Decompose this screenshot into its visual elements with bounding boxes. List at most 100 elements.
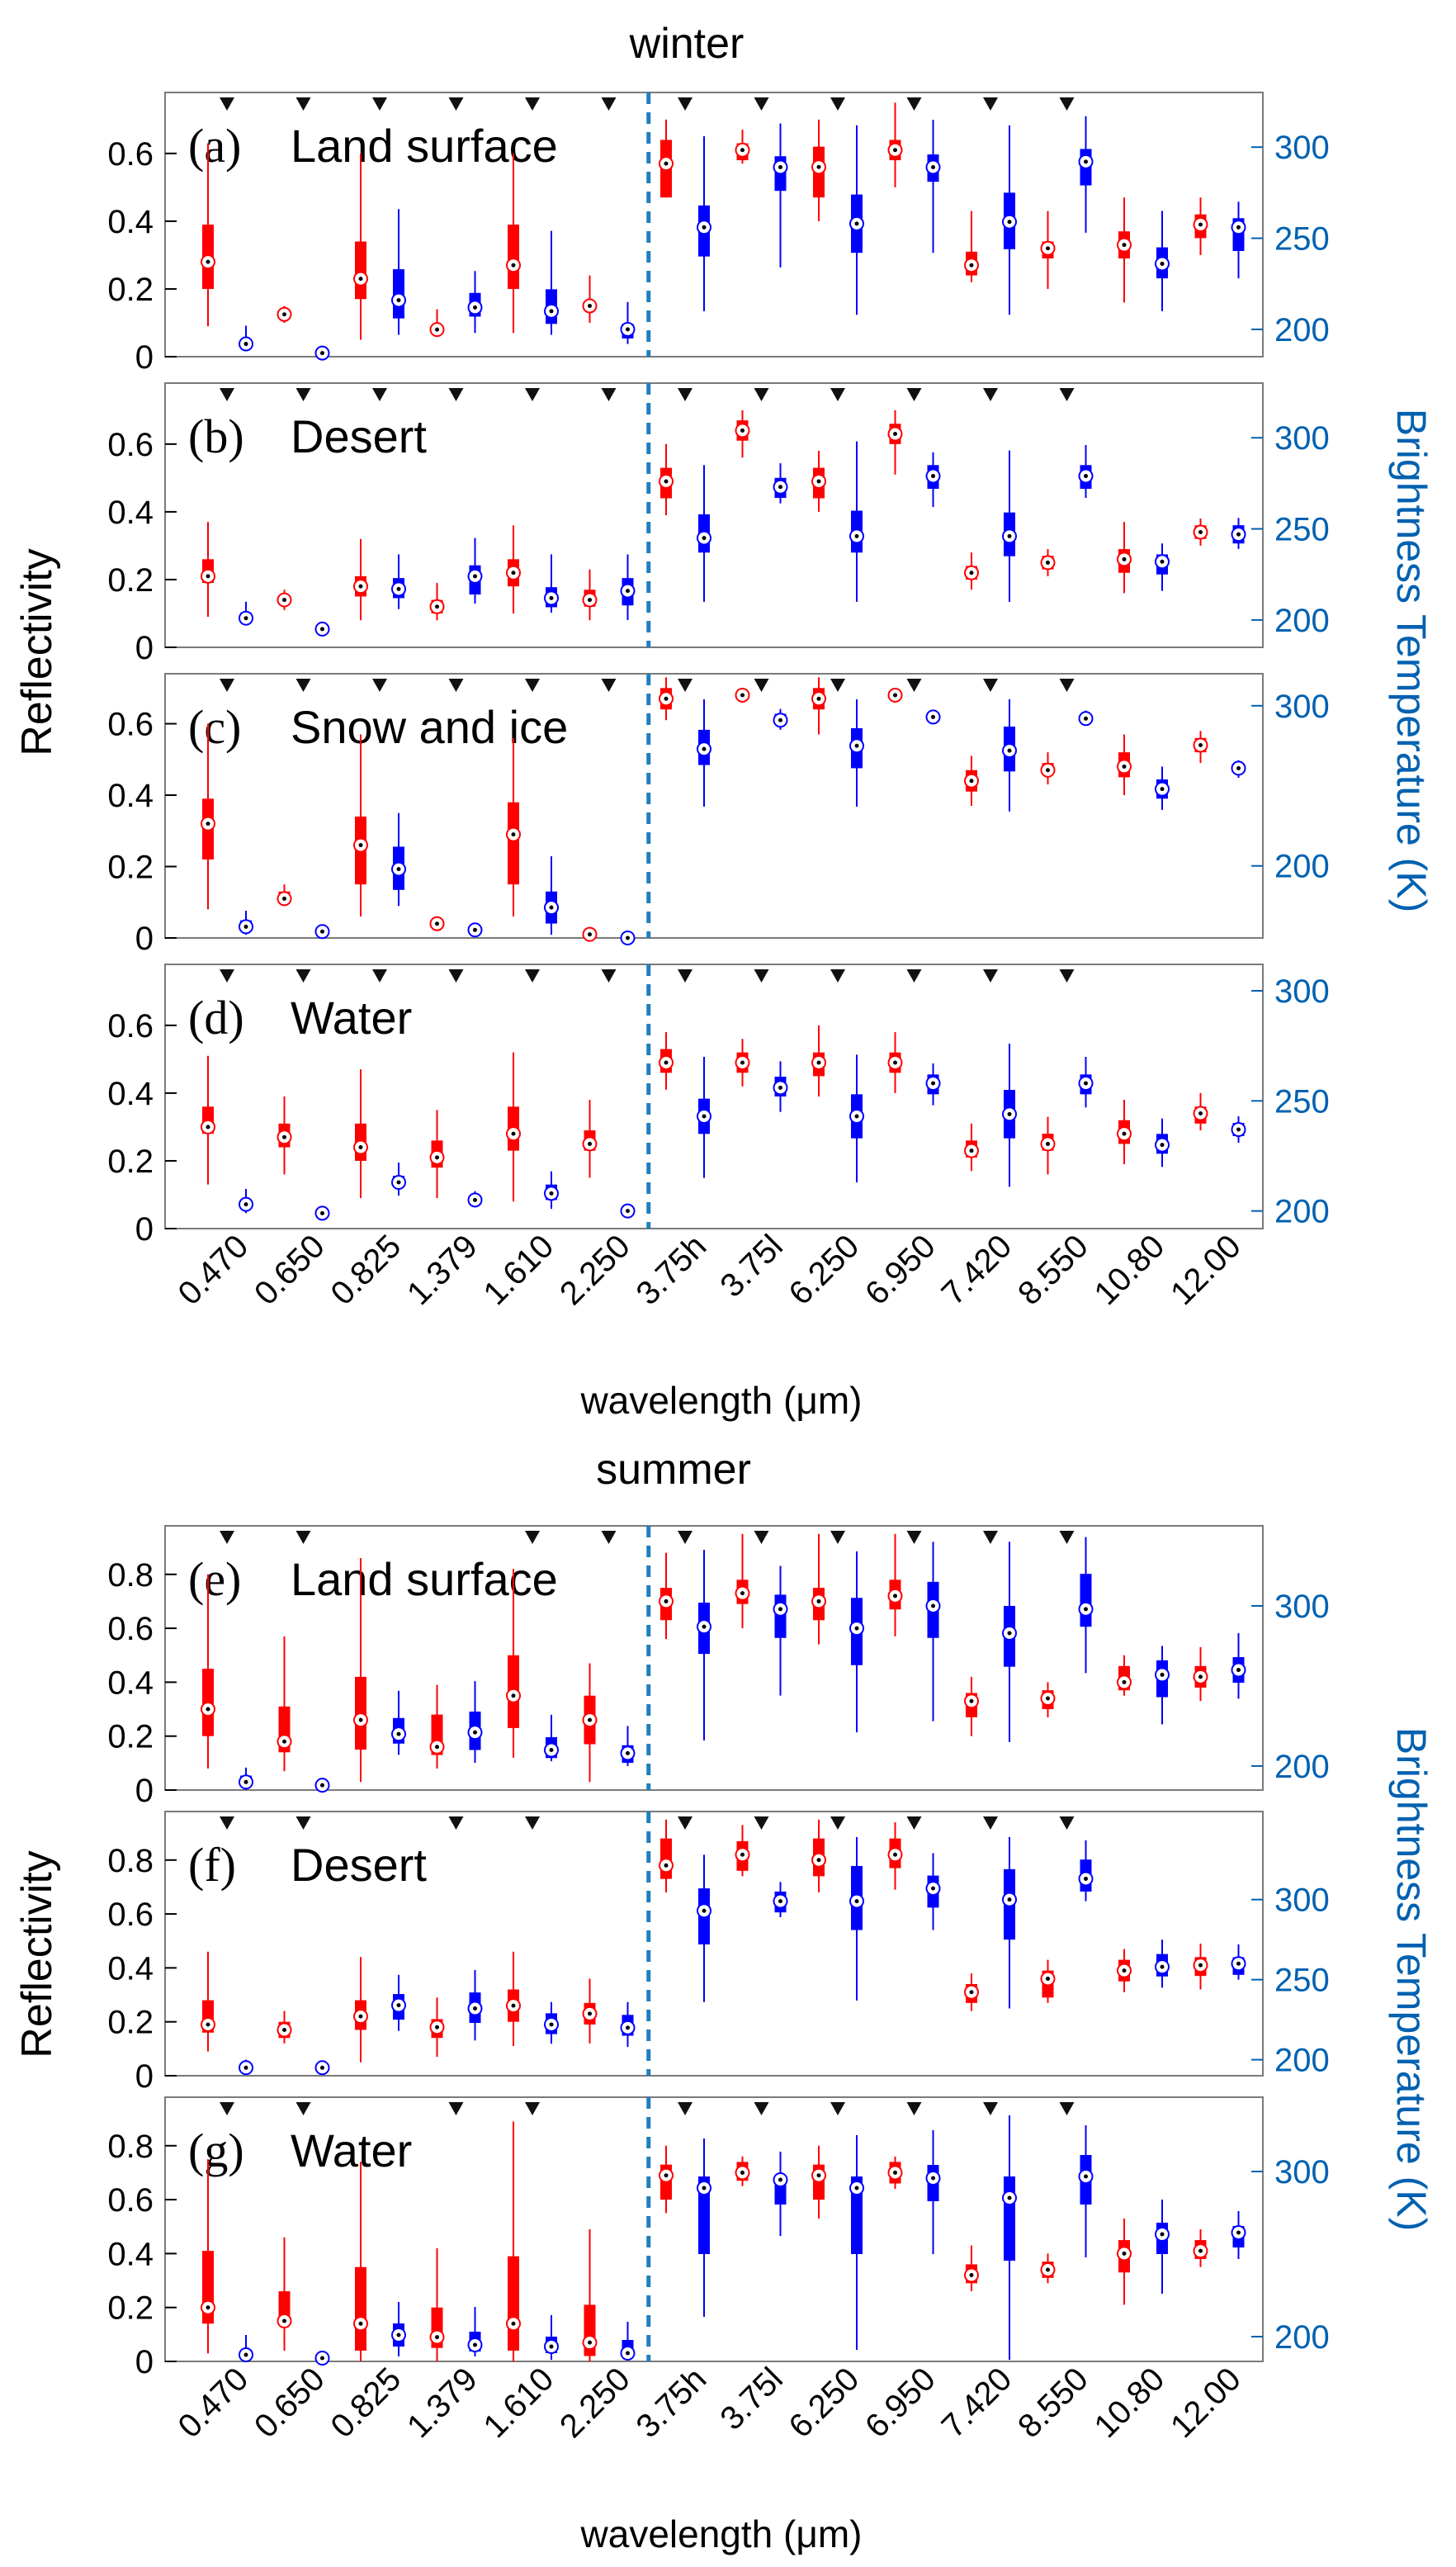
ch1-p0-bt-median-dot xyxy=(778,1607,782,1612)
ch0-p3-arrow-marker xyxy=(372,969,387,983)
ch0-p3-frame xyxy=(164,964,1264,1229)
ch1-p1-bt-median-dot xyxy=(626,2025,630,2030)
ch1-p1-bt-median-dot xyxy=(778,1899,782,1904)
ch0-p1-arrow-marker xyxy=(525,388,540,401)
winter-ylabel-right: Brightness Temperature (K) xyxy=(1388,409,1435,912)
ch1-p2-bt-box xyxy=(698,2176,710,2254)
ch0-p0-arrow-marker xyxy=(295,97,311,111)
ch0-p3-label: (d) xyxy=(188,991,244,1044)
ch1-p1-refl-median-dot xyxy=(1198,1963,1203,1968)
ch1-p0-arrow-marker xyxy=(754,1531,769,1544)
ch1-p1-bt-median-dot xyxy=(320,2065,324,2070)
ch0-p1-ytick-left-label: 0.4 xyxy=(107,495,154,531)
ch0-p2-bt-median-dot xyxy=(320,929,324,934)
ch0-p3-arrow-marker xyxy=(1059,969,1075,983)
ch0-p0-ytick-left-label: 0.2 xyxy=(107,272,154,308)
ch1-p2-bt-median-dot xyxy=(1007,2195,1012,2200)
ch1-p0-refl-median-dot xyxy=(816,1598,821,1603)
ch0-p2-refl-median-dot xyxy=(282,896,286,901)
ch1-p1-refl-median-dot xyxy=(893,1852,897,1857)
ch0-p0-bt-median-dot xyxy=(549,309,554,314)
ch1-p0-refl-median-dot xyxy=(969,1698,974,1703)
ch0-p3-name: Water xyxy=(291,992,412,1044)
ch0-p2-bt-median-dot xyxy=(1007,748,1012,753)
ch1-p1-ytick-right-label: 300 xyxy=(1274,1883,1330,1919)
ch1-p1-refl-median-dot xyxy=(206,2022,210,2027)
ch1-p0-refl-median-dot xyxy=(893,1594,897,1598)
ch1-p0-refl-median-dot xyxy=(740,1591,745,1596)
ch0-p0-refl-median-dot xyxy=(816,164,821,169)
ch0-p3-arrow-marker xyxy=(983,969,998,983)
ch0-p0-ytick-left-label: 0 xyxy=(135,339,154,376)
ch1-p2-bt-median-dot xyxy=(243,2352,248,2357)
ch0-p1-arrow-marker xyxy=(830,388,845,401)
ch0-p3-refl-median-dot xyxy=(664,1060,669,1065)
ch1-p0-bt-median-dot xyxy=(320,1783,324,1788)
ch1-p0-arrow-marker xyxy=(906,1531,922,1544)
ch1-p0-bt-median-dot xyxy=(702,1624,707,1629)
ch0-p3-refl-median-dot xyxy=(1046,1141,1050,1146)
winter-xlabel: wavelength (μm) xyxy=(580,1379,863,1422)
ch0-p2-arrow-marker xyxy=(601,679,617,692)
ch0-p0-arrow-marker xyxy=(448,97,464,111)
ch0-p0-arrow-marker xyxy=(678,97,693,111)
ch1-p0-bt-median-dot xyxy=(549,1748,554,1753)
ch0-p2-refl-median-dot xyxy=(664,696,669,701)
ch1-p1-arrow-marker xyxy=(906,1816,922,1830)
ch1-p2-arrow-marker xyxy=(754,2102,769,2115)
ch0-p2-refl-median-dot xyxy=(1046,768,1050,773)
ch0-p3-refl-median-dot xyxy=(816,1060,821,1065)
ch1-p2-ytick-left-label: 0 xyxy=(135,2344,154,2380)
ch1-p1-bt-median-dot xyxy=(243,2065,248,2070)
summer-ylabel-left: Reflectivity xyxy=(13,1850,61,2058)
ch0-p1-refl-median-dot xyxy=(511,571,516,575)
ch0-p3-refl-median-dot xyxy=(206,1125,210,1130)
ch0-p0-bt-median-dot xyxy=(320,351,324,356)
ch0-p2-ytick-left-label: 0.2 xyxy=(107,850,154,886)
ch0-p0-refl-median-dot xyxy=(1198,222,1203,227)
ch0-p0-refl-median-dot xyxy=(1046,246,1050,251)
ch0-p3-bt-median-dot xyxy=(1236,1127,1241,1132)
ch0-p2-refl-median-dot xyxy=(435,921,439,926)
ch0-p2-ytick-left-label: 0.6 xyxy=(107,707,154,743)
ch0-p2-bt-median-dot xyxy=(1236,765,1241,770)
ch1-p2-refl-median-dot xyxy=(282,2318,286,2323)
ch1-p1-arrow-marker xyxy=(983,1816,998,1830)
ch0-p0-bt-median-dot xyxy=(396,298,401,303)
ch1-p2-arrow-marker xyxy=(525,2102,540,2115)
ch0-p0-refl-median-dot xyxy=(588,303,592,308)
ch1-p0-ytick-left-label: 0.4 xyxy=(107,1665,154,1701)
ch0-p0-bt-median-dot xyxy=(1236,225,1241,230)
summer-chart-group: 0 0.2 0.4 0.6 0.8 200 300 (e) Land surface 0 0.2 0.… xyxy=(107,1525,1330,2445)
ch0-p1-ytick-right-label: 200 xyxy=(1274,603,1330,639)
ch0-p3-refl-median-dot xyxy=(740,1060,745,1065)
ch1-p0-refl-median-dot xyxy=(358,1717,363,1722)
ch0-p3-bt-median-dot xyxy=(626,1209,630,1214)
ch0-p1-bt-median-dot xyxy=(702,536,707,541)
ch0-p2-arrow-marker xyxy=(525,679,540,692)
ch0-p2-refl-median-dot xyxy=(816,696,821,701)
ch1-p0-name: Land surface xyxy=(291,1553,558,1605)
ch1-p0-arrow-marker xyxy=(220,1531,234,1544)
ch0-p2-bt-median-dot xyxy=(396,867,401,872)
ch0-p0-arrow-marker xyxy=(1059,97,1075,111)
ch1-p1-ytick-right-label: 200 xyxy=(1274,2043,1330,2079)
ch0-p1-bt-median-dot xyxy=(931,474,935,479)
ch0-p1-refl-median-dot xyxy=(664,479,669,484)
ch0-p2-bt-median-dot xyxy=(473,927,477,932)
ch1-p2-arrow-marker xyxy=(295,2102,311,2115)
ch0-p0-ytick-right-label: 200 xyxy=(1274,312,1330,348)
ch0-p2-bt-median-dot xyxy=(1084,716,1088,721)
ch1-p2-ytick-right-label: 200 xyxy=(1274,2319,1330,2356)
ch0-p1-bt-median-dot xyxy=(473,574,477,579)
ch1-p2-bt-box xyxy=(851,2176,863,2254)
ch0-p3-arrow-marker xyxy=(906,969,922,983)
ch0-p0-ytick-right-label: 250 xyxy=(1274,221,1330,258)
ch0-p3-arrow-marker xyxy=(601,969,617,983)
ch1-p2-arrow-marker xyxy=(448,2102,464,2115)
ch0-p3-bt-median-dot xyxy=(1007,1111,1012,1116)
ch1-p1-refl-median-dot xyxy=(969,1990,974,1995)
ch1-p1-arrow-marker xyxy=(448,1816,464,1830)
ch0-p1-arrow-marker xyxy=(754,388,769,401)
ch1-p1-ytick-right-label: 250 xyxy=(1274,1963,1330,1999)
